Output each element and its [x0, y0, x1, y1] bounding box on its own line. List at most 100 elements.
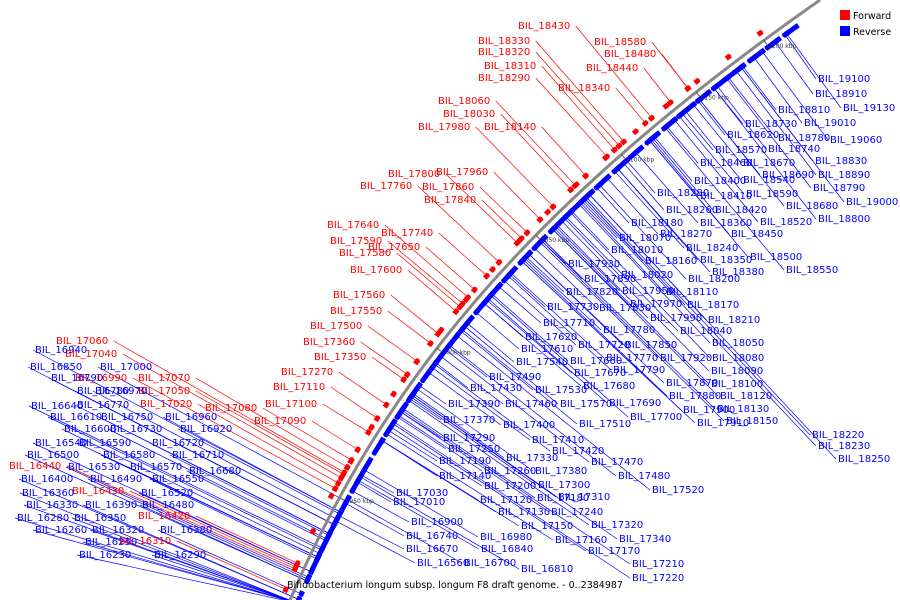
forward-leader-line — [643, 67, 671, 103]
reverse-gene-label: BIL_17290 — [443, 433, 495, 444]
reverse-gene-label: BIL_16790 — [51, 373, 103, 384]
reverse-gene-label: BIL_17780 — [603, 325, 655, 336]
forward-gene-label: BIL_18310 — [484, 61, 536, 72]
genome-backbone-arc — [288, 0, 821, 600]
reverse-gene-label: BIL_17180 — [537, 493, 589, 504]
reverse-leader-line — [635, 152, 699, 224]
reverse-gene-label: BIL_17240 — [551, 507, 603, 518]
reverse-gene-label: BIL_16230 — [79, 550, 131, 561]
forward-leader-line — [541, 65, 615, 151]
forward-gene-label: BIL_16440 — [9, 461, 61, 472]
reverse-gene-arrow — [409, 391, 416, 399]
reverse-gene-label: BIL_17140 — [439, 471, 491, 482]
reverse-leader-line — [428, 372, 502, 426]
forward-leader-line — [438, 232, 488, 277]
reverse-gene-arrow — [304, 577, 311, 584]
reverse-gene-arrow — [676, 112, 684, 120]
reverse-gene-label: BIL_18070 — [619, 233, 671, 244]
reverse-leader-line — [483, 302, 582, 387]
reverse-leader-line — [87, 478, 309, 580]
reverse-leader-line — [74, 390, 335, 525]
reverse-leader-line — [390, 426, 483, 487]
reverse-leader-line — [466, 322, 515, 363]
reverse-leader-line — [554, 227, 710, 385]
reverse-gene-label: BIL_16770 — [77, 400, 129, 411]
reverse-gene-label: BIL_17720 — [578, 340, 630, 351]
reverse-gene-arrow — [682, 107, 690, 115]
reverse-leader-line — [596, 187, 630, 224]
genome-caption: Bifidobacterium longum subsp. longum F8 … — [287, 580, 623, 591]
reverse-leader-line — [509, 274, 546, 308]
reverse-gene-arrow — [437, 352, 445, 360]
reverse-leader-line — [614, 170, 685, 249]
reverse-leader-line — [524, 258, 602, 331]
reverse-gene-label: BIL_16570 — [130, 462, 182, 473]
reverse-gene-label: BIL_17370 — [443, 415, 495, 426]
forward-leader-line — [176, 540, 287, 590]
reverse-leader-line — [418, 385, 447, 405]
reverse-gene-label: BIL_16590 — [79, 438, 131, 449]
reverse-gene-label: BIL_17680 — [583, 381, 635, 392]
reverse-leader-line — [697, 100, 726, 136]
reverse-gene-label: BIL_18210 — [708, 315, 760, 326]
scale-tick-label: 2050 kbp — [541, 237, 569, 244]
reverse-gene-arrow — [366, 456, 374, 464]
reverse-gene-arrow — [336, 510, 344, 517]
reverse-gene-label: BIL_16400 — [21, 474, 73, 485]
forward-gene-label: BIL_17500 — [310, 321, 362, 332]
reverse-gene-arrow — [596, 180, 604, 188]
legend-reverse-label: Reverse — [853, 27, 891, 38]
reverse-gene-label: BIL_16360 — [22, 488, 74, 499]
reverse-gene-label: BIL_18460 — [700, 158, 752, 169]
reverse-gene-label: BIL_17210 — [632, 559, 684, 570]
scale-tick — [339, 497, 345, 501]
reverse-leader-line — [507, 275, 612, 371]
reverse-leader-line — [539, 242, 659, 359]
forward-gene-label: BIL_16430 — [72, 486, 124, 497]
reverse-leader-line — [674, 119, 759, 223]
forward-leader-line — [197, 403, 339, 484]
forward-gene-label: BIL_17860 — [422, 182, 474, 193]
forward-gene-arrow — [517, 235, 525, 243]
reverse-gene-label: BIL_16720 — [152, 438, 204, 449]
reverse-gene-label: BIL_16540 — [35, 438, 87, 449]
forward-gene-label: BIL_17580 — [339, 248, 391, 259]
reverse-gene-label: BIL_18550 — [786, 265, 838, 276]
reverse-gene-arrow — [710, 84, 718, 92]
reverse-gene-label: BIL_17130 — [498, 507, 550, 518]
reverse-gene-label: BIL_18500 — [750, 252, 802, 263]
reverse-leader-line — [335, 520, 416, 564]
forward-gene-arrow — [354, 446, 361, 454]
forward-leader-line — [535, 77, 608, 157]
reverse-gene-label: BIL_17620 — [525, 332, 577, 343]
reverse-gene-arrow — [558, 217, 566, 225]
forward-leader-line — [322, 403, 369, 433]
forward-leader-line — [661, 53, 689, 89]
forward-gene-label: BIL_17360 — [303, 337, 355, 348]
reverse-gene-label: BIL_16560 — [417, 558, 469, 569]
reverse-gene-label: BIL_17340 — [619, 534, 671, 545]
reverse-leader-line — [728, 76, 777, 139]
reverse-gene-label: BIL_16580 — [103, 450, 155, 461]
forward-gene-arrow — [403, 371, 411, 379]
forward-gene-arrow — [294, 560, 301, 567]
forward-gene-arrow — [347, 457, 355, 464]
reverse-leader-line — [82, 541, 288, 600]
forward-leader-line — [575, 25, 653, 119]
reverse-leader-line — [400, 411, 550, 513]
reverse-gene-label: BIL_16750 — [101, 412, 153, 423]
forward-gene-arrow — [464, 294, 472, 302]
reverse-gene-label: BIL_18230 — [818, 441, 870, 452]
reverse-gene-label: BIL_17260 — [484, 466, 536, 477]
reverse-leader-line — [357, 481, 392, 503]
reverse-gene-label: BIL_16600 — [64, 424, 116, 435]
reverse-gene-label: BIL_16780 — [77, 386, 129, 397]
reverse-gene-label: BIL_18810 — [778, 105, 830, 116]
reverse-gene-label: BIL_17530 — [535, 385, 587, 396]
reverse-leader-line — [682, 113, 714, 151]
reverse-gene-label: BIL_18170 — [687, 300, 739, 311]
reverse-gene-arrow — [361, 466, 368, 473]
forward-leader-line — [535, 40, 625, 142]
forward-leader-line — [122, 353, 342, 479]
reverse-leader-line — [177, 428, 340, 515]
